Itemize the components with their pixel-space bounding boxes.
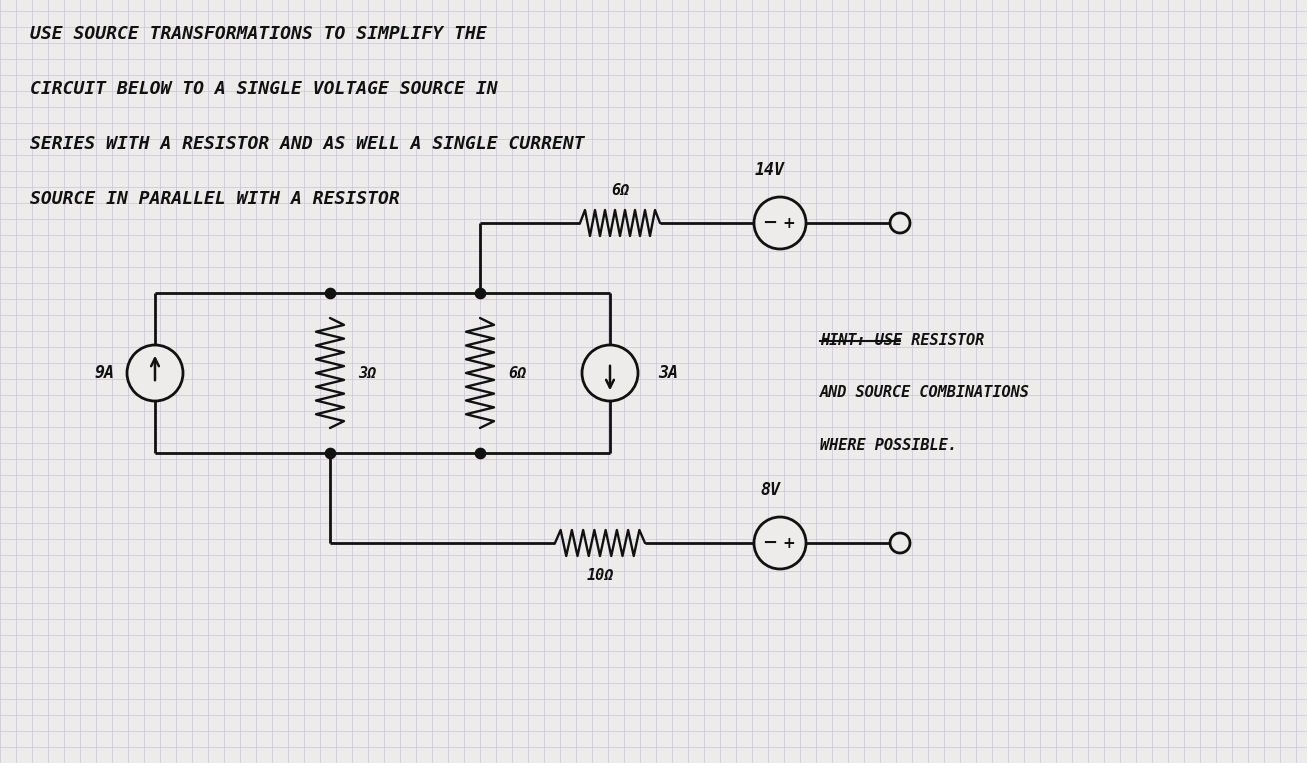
Text: 6Ω: 6Ω bbox=[610, 183, 629, 198]
Circle shape bbox=[754, 197, 806, 249]
Circle shape bbox=[582, 345, 638, 401]
Text: SERIES WITH A RESISTOR AND AS WELL A SINGLE CURRENT: SERIES WITH A RESISTOR AND AS WELL A SIN… bbox=[30, 135, 584, 153]
Text: 3Ω: 3Ω bbox=[358, 365, 376, 381]
Text: USE SOURCE TRANSFORMATIONS TO SIMPLIFY THE: USE SOURCE TRANSFORMATIONS TO SIMPLIFY T… bbox=[30, 25, 486, 43]
Point bbox=[319, 287, 340, 299]
Text: 14V: 14V bbox=[755, 161, 786, 179]
Text: CIRCUIT BELOW TO A SINGLE VOLTAGE SOURCE IN: CIRCUIT BELOW TO A SINGLE VOLTAGE SOURCE… bbox=[30, 80, 498, 98]
Circle shape bbox=[890, 533, 910, 553]
Text: −: − bbox=[762, 534, 778, 552]
Text: −: − bbox=[762, 214, 778, 232]
Text: 8V: 8V bbox=[759, 481, 780, 499]
Circle shape bbox=[890, 213, 910, 233]
Text: WHERE POSSIBLE.: WHERE POSSIBLE. bbox=[819, 438, 957, 453]
Text: 10Ω: 10Ω bbox=[587, 568, 614, 583]
Text: AND SOURCE COMBINATIONS: AND SOURCE COMBINATIONS bbox=[819, 385, 1030, 400]
Text: 6Ω: 6Ω bbox=[508, 365, 527, 381]
Text: SOURCE IN PARALLEL WITH A RESISTOR: SOURCE IN PARALLEL WITH A RESISTOR bbox=[30, 190, 400, 208]
Point bbox=[469, 287, 490, 299]
Point bbox=[469, 447, 490, 459]
Text: +: + bbox=[783, 536, 796, 550]
Circle shape bbox=[127, 345, 183, 401]
Circle shape bbox=[754, 517, 806, 569]
Point bbox=[319, 447, 340, 459]
Text: +: + bbox=[783, 215, 796, 230]
Text: 3A: 3A bbox=[657, 364, 678, 382]
Text: 9A: 9A bbox=[95, 364, 115, 382]
Text: HINT: USE RESISTOR: HINT: USE RESISTOR bbox=[819, 333, 984, 348]
